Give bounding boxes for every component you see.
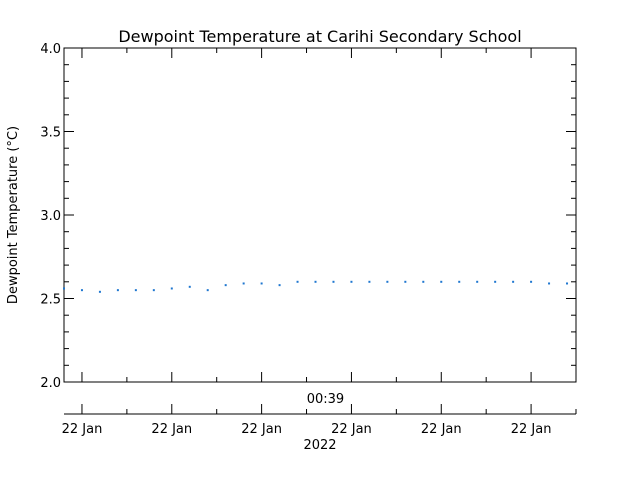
x-axis-tick-labels: 22 Jan 22 Jan 22 Jan 22 Jan 22 Jan 22 Jan xyxy=(62,422,552,437)
x-tick-label: 22 Jan xyxy=(421,422,462,437)
y-axis-label: Dewpoint Temperature (°C) xyxy=(6,126,21,304)
data-point xyxy=(314,280,317,283)
x-tick-label: 22 Jan xyxy=(331,422,372,437)
data-point xyxy=(422,280,425,283)
y-tick-label: 2.5 xyxy=(40,293,61,308)
data-point xyxy=(98,290,101,293)
x-tick-label: 22 Jan xyxy=(151,422,192,437)
y-axis-tick-labels: 2.0 2.5 3.0 3.5 4.0 xyxy=(40,42,61,391)
x-tick-label: 22 Jan xyxy=(241,422,282,437)
data-point xyxy=(260,282,263,285)
x-tick-label: 22 Jan xyxy=(62,422,103,437)
y-axis-ticks xyxy=(64,47,576,383)
x-tick-label: 22 Jan xyxy=(511,422,552,437)
data-point xyxy=(404,280,407,283)
data-point xyxy=(548,282,551,285)
data-point xyxy=(494,280,497,283)
data-point xyxy=(566,282,569,285)
data-point xyxy=(206,289,209,292)
y-tick-label: 3.5 xyxy=(40,126,61,141)
data-point xyxy=(242,282,245,285)
data-point xyxy=(512,280,515,283)
y-tick-label: 4.0 xyxy=(40,42,61,57)
data-point xyxy=(440,280,443,283)
y-tick-label: 3.0 xyxy=(40,209,61,224)
x-axis-year-label: 2022 xyxy=(303,438,336,453)
data-point xyxy=(134,289,137,292)
time-label: 00:39 xyxy=(307,392,344,407)
data-point xyxy=(224,284,227,287)
data-point xyxy=(350,280,353,283)
data-point xyxy=(368,280,371,283)
plot-frame xyxy=(63,47,577,383)
data-point xyxy=(296,280,299,283)
data-point xyxy=(80,289,83,292)
data-point xyxy=(386,280,389,283)
data-point xyxy=(458,280,461,283)
data-point xyxy=(278,284,281,287)
x-axis-ticks xyxy=(81,48,577,414)
data-point xyxy=(116,289,119,292)
data-point xyxy=(530,280,533,283)
data-point xyxy=(63,287,65,290)
data-points xyxy=(63,280,569,293)
data-point xyxy=(332,280,335,283)
data-point xyxy=(170,287,173,290)
data-point xyxy=(152,289,155,292)
data-point xyxy=(476,280,479,283)
chart-title: Dewpoint Temperature at Carihi Secondary… xyxy=(118,27,521,46)
y-tick-label: 2.0 xyxy=(40,376,61,391)
data-point xyxy=(188,285,191,288)
